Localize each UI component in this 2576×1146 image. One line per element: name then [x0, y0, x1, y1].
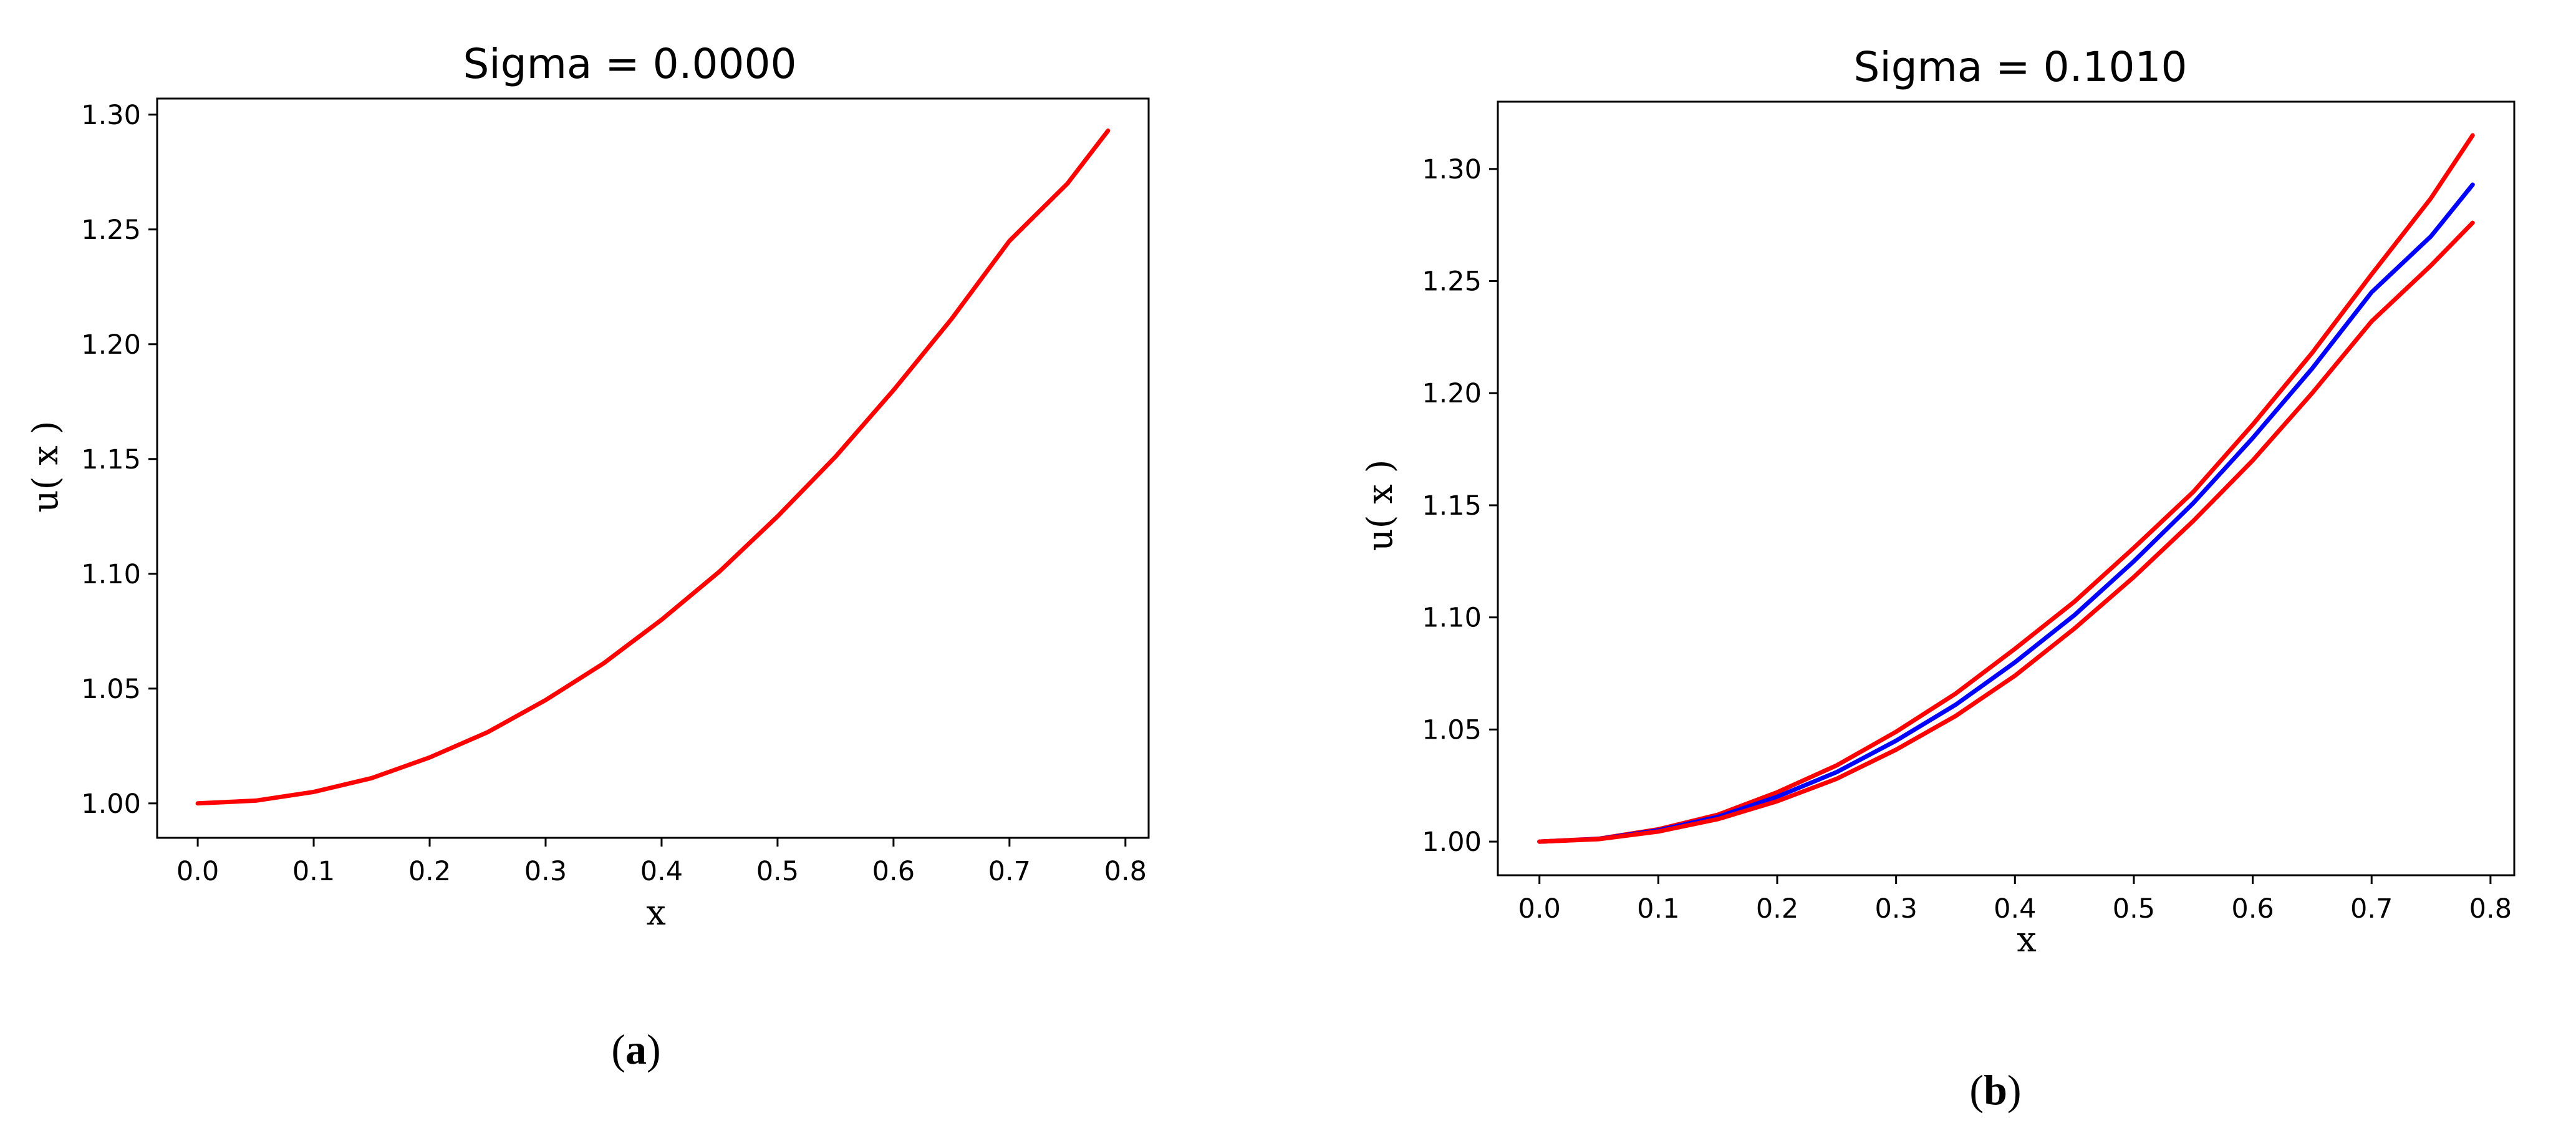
x-tick-label: 0.2 [1756, 893, 1798, 925]
x-tick-label: 0.0 [176, 856, 219, 887]
y-axis-label: u( x ) [26, 421, 66, 513]
x-tick-label: 0.4 [1994, 893, 2036, 925]
plot-area-frame [156, 97, 1150, 839]
y-tick-label: 1.05 [81, 674, 141, 705]
panel-label-letter: a [625, 1026, 647, 1073]
series-layer [1537, 133, 2475, 844]
y-tick-label: 1.15 [1422, 490, 1482, 522]
x-tick-label: 0.0 [1518, 893, 1561, 925]
x-ticks: 0.0 0.1 0.2 0.3 0.4 0.5 0.6 0.7 0.8 [176, 838, 1147, 887]
y-axis-label: u( x ) [1360, 460, 1401, 551]
x-tick-label: 0.8 [2469, 893, 2512, 925]
x-tick-label: 0.5 [756, 856, 799, 887]
y-ticks: 1.00 1.05 1.10 1.15 1.20 1.25 1.30 [81, 100, 157, 820]
x-tick-label: 0.4 [640, 856, 683, 887]
y-tick-label: 1.00 [1422, 827, 1482, 858]
y-tick-label: 1.10 [1422, 603, 1482, 634]
panel-label-letter: b [1984, 1066, 2007, 1114]
y-tick-label: 1.10 [81, 559, 141, 590]
y-ticks: 1.00 1.05 1.10 1.15 1.20 1.25 1.30 [1422, 154, 1498, 858]
y-tick-label: 1.15 [81, 444, 141, 475]
plot-area-frame [1497, 100, 2516, 876]
panel-label-a: (a) [611, 1026, 660, 1073]
x-tick-label: 0.3 [524, 856, 567, 887]
x-tick-label: 0.7 [988, 856, 1031, 887]
x-tick-label: 0.1 [1637, 893, 1679, 925]
x-axis-label: x [646, 893, 666, 933]
y-tick-label: 1.25 [1422, 266, 1482, 298]
x-tick-label: 0.1 [292, 856, 335, 887]
x-tick-label: 0.3 [1874, 893, 1917, 925]
y-tick-label: 1.05 [1422, 714, 1482, 745]
x-tick-label: 0.7 [2350, 893, 2393, 925]
y-tick-label: 1.30 [81, 100, 141, 131]
x-tick-label: 0.6 [2231, 893, 2274, 925]
series-layer [195, 129, 1111, 806]
panel-label-b: (b) [1969, 1066, 2021, 1114]
y-tick-label: 1.30 [1422, 154, 1482, 185]
chart-title: Sigma = 0.1010 [1853, 43, 2187, 91]
x-tick-label: 0.8 [1104, 856, 1147, 887]
x-ticks: 0.0 0.1 0.2 0.3 0.4 0.5 0.6 0.7 0.8 [1518, 875, 2512, 925]
chart-panel-a: Sigma = 0.0000 0.0 0.1 0.2 0.3 0.4 0.5 0.6 0.7 0… [26, 40, 1150, 1073]
series-line-3 [1537, 220, 2475, 844]
x-tick-label: 0.6 [872, 856, 915, 887]
x-tick-label: 0.2 [408, 856, 451, 887]
y-tick-label: 1.20 [1422, 378, 1482, 409]
y-tick-label: 1.20 [81, 329, 141, 361]
chart-title: Sigma = 0.0000 [463, 40, 796, 88]
chart-panel-b: Sigma = 0.1010 0.0 0.1 0.2 0.3 0.4 0.5 0.6 0.7 0… [1360, 43, 2516, 1114]
x-tick-label: 0.5 [2113, 893, 2155, 925]
series-line-1 [195, 129, 1111, 806]
x-axis-label: x [2017, 920, 2037, 960]
y-tick-label: 1.25 [81, 215, 141, 246]
y-tick-label: 1.00 [81, 789, 141, 820]
